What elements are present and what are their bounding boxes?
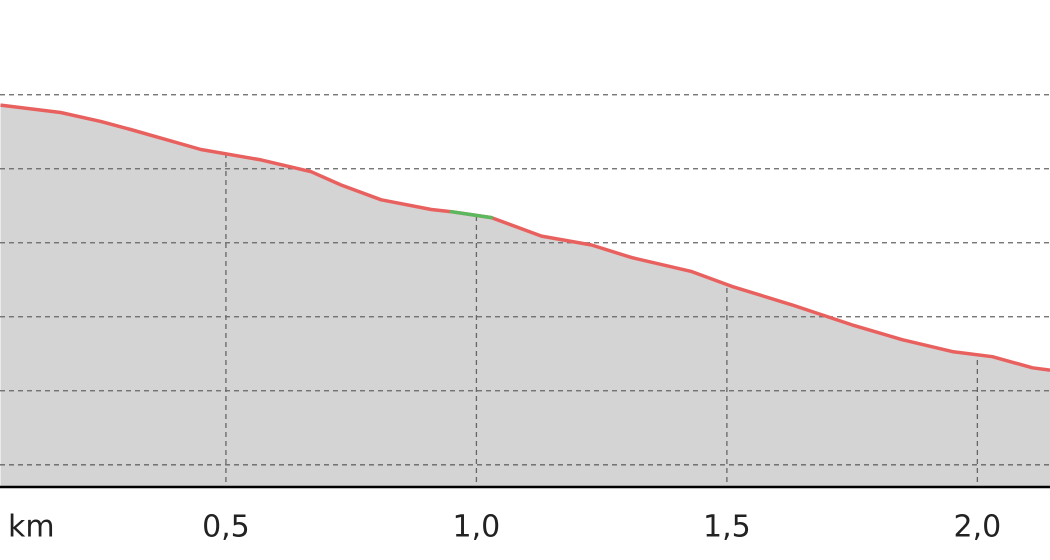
x-tick-label: 1,5: [703, 510, 751, 545]
line-segment: [449, 209, 494, 220]
x-tick-label: 2,0: [954, 510, 1002, 545]
area-fill: [0, 105, 1050, 487]
profile-line: [0, 103, 1050, 372]
x-tick-label: 1,0: [453, 510, 501, 545]
x-axis-label: km: [8, 510, 55, 545]
x-tick-label: 0,5: [202, 510, 250, 545]
